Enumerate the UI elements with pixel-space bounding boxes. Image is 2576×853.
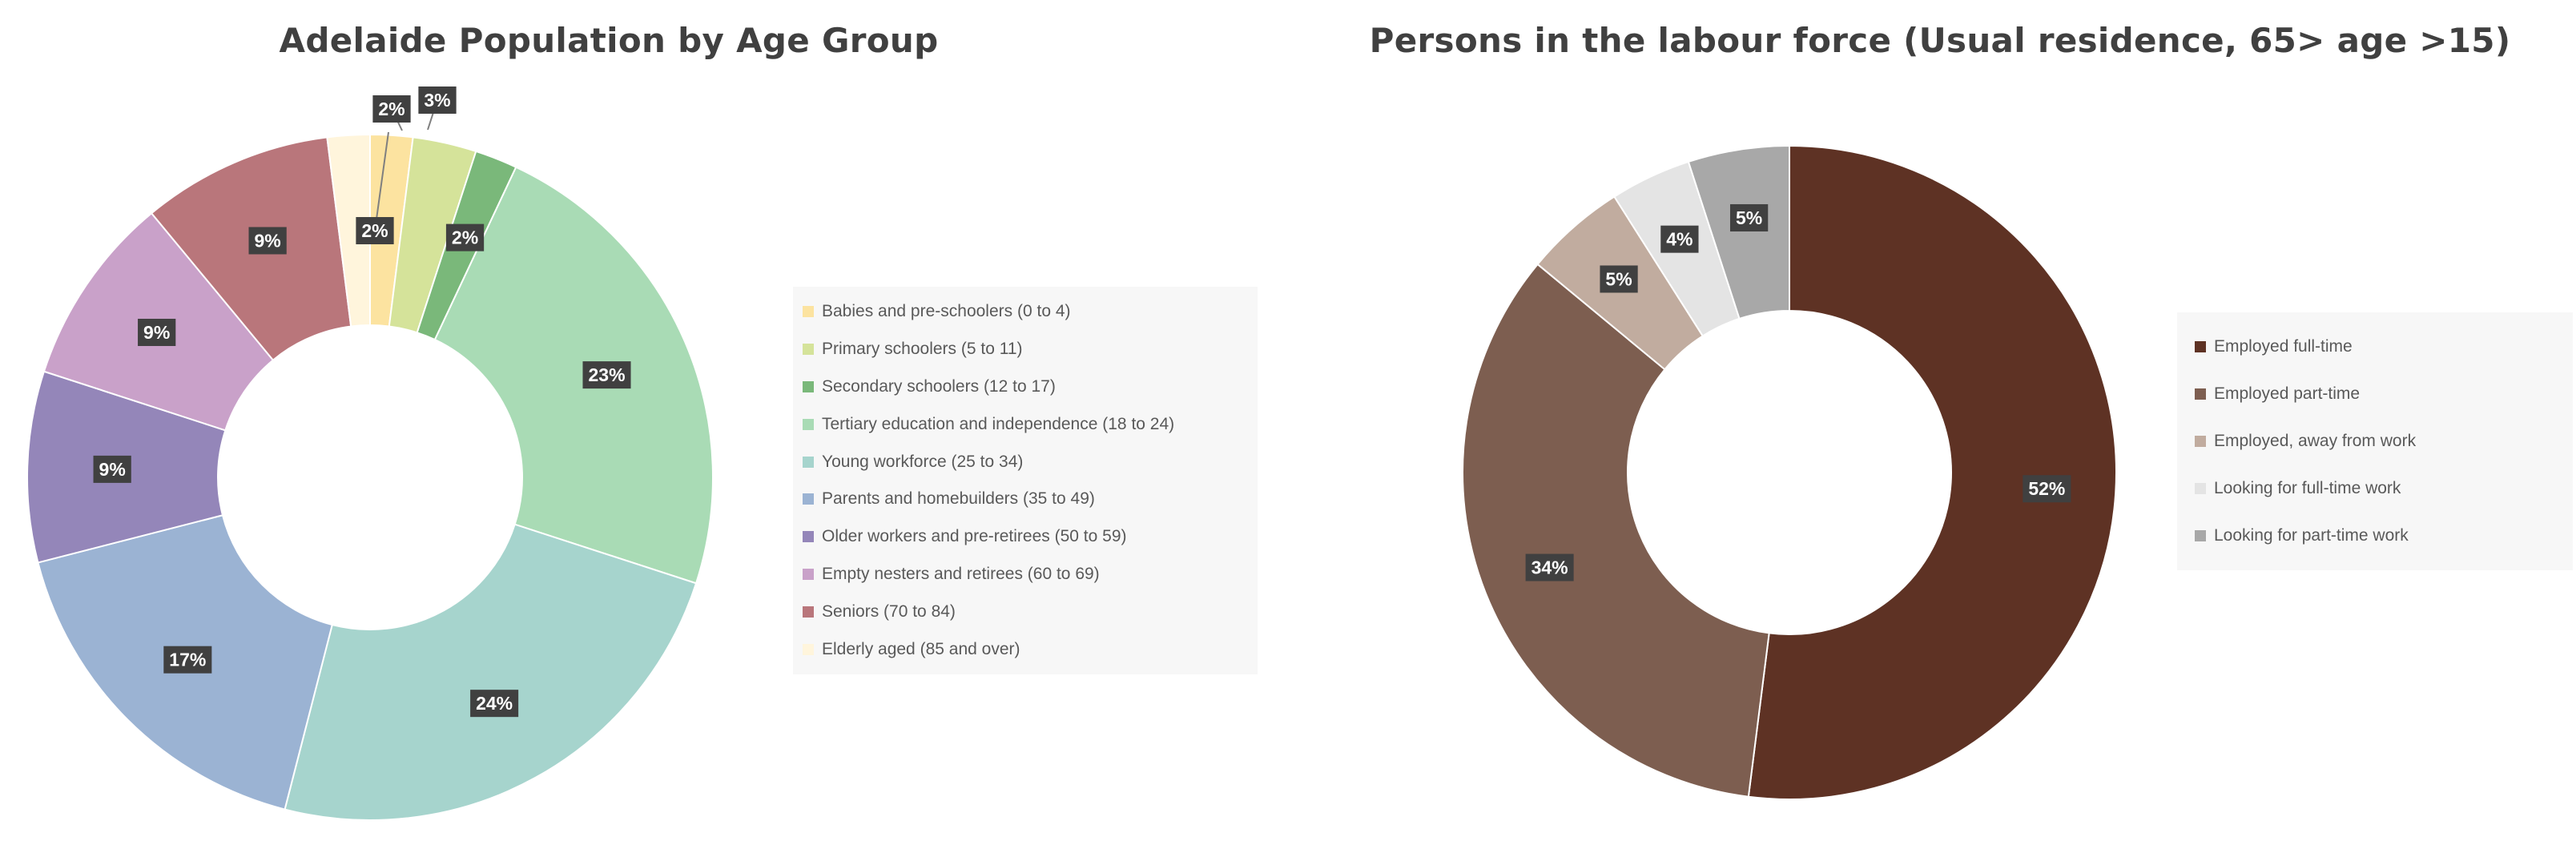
labour-legend-label: Employed, away from work xyxy=(2214,431,2417,450)
age-data-label-7: 9% xyxy=(138,319,176,347)
age-legend-label: Young workforce (25 to 34) xyxy=(822,452,1024,471)
svg-text:52%: 52% xyxy=(2028,478,2065,499)
age-data-label-6: 9% xyxy=(93,455,131,483)
svg-text:9%: 9% xyxy=(254,230,280,251)
age-legend-swatch xyxy=(803,380,814,392)
svg-text:3%: 3% xyxy=(424,90,450,111)
age-legend-label: Parents and homebuilders (35 to 49) xyxy=(822,489,1095,509)
labour-data-label-1: 34% xyxy=(1525,553,1574,581)
age-legend-swatch xyxy=(803,456,814,468)
age-slice-3 xyxy=(433,166,714,585)
age-data-label-8: 9% xyxy=(248,227,287,255)
age-legend-label: Older workers and pre-retirees (50 to 59… xyxy=(822,527,1127,546)
age-data-label-2: 2% xyxy=(445,223,485,251)
labour-legend-item: Employed full-time xyxy=(2195,337,2555,356)
age-legend-swatch xyxy=(803,606,814,618)
age-legend-label: Secondary schoolers (12 to 17) xyxy=(822,376,1056,396)
labour-data-label-2: 5% xyxy=(1600,265,1638,293)
labour-legend-item: Employed, away from work xyxy=(2195,432,2555,451)
age-legend-swatch xyxy=(803,306,814,318)
labour-legend-label: Employed part-time xyxy=(2214,384,2361,404)
svg-text:2%: 2% xyxy=(378,99,405,119)
svg-text:9%: 9% xyxy=(143,322,170,343)
age-legend-item: Seniors (70 to 84) xyxy=(803,602,1248,622)
labour-legend-label: Employed full-time xyxy=(2214,337,2353,356)
age-legend-label: Seniors (70 to 84) xyxy=(822,602,956,621)
age-data-label-9: 2% xyxy=(372,95,411,123)
age-legend-label: Babies and pre-schoolers (0 to 4) xyxy=(822,302,1071,321)
labour-legend-swatch xyxy=(2195,482,2206,494)
labour-slice-4 xyxy=(1687,144,1790,320)
age-legend-swatch xyxy=(803,493,814,505)
age-legend-label: Primary schoolers (5 to 11) xyxy=(822,340,1023,359)
age-chart-legend: Babies and pre-schoolers (0 to 4) Primary… xyxy=(793,287,1258,674)
age-legend-item: Parents and homebuilders (35 to 49) xyxy=(803,489,1248,509)
labour-slice-1 xyxy=(1462,263,1770,798)
labour-legend-swatch xyxy=(2195,435,2206,447)
labour-legend-item: Looking for part-time work xyxy=(2195,526,2555,545)
svg-text:4%: 4% xyxy=(1666,229,1693,250)
svg-text:34%: 34% xyxy=(1532,557,1568,578)
age-legend-item: Primary schoolers (5 to 11) xyxy=(803,340,1248,359)
age-legend-item: Tertiary education and independence (18 … xyxy=(803,415,1248,434)
age-legend-item: Older workers and pre-retirees (50 to 59… xyxy=(803,527,1248,546)
labour-data-label-3: 4% xyxy=(1660,225,1699,253)
svg-text:2%: 2% xyxy=(452,227,478,248)
labour-slice-0 xyxy=(1747,144,2117,800)
age-legend-swatch xyxy=(803,531,814,543)
age-legend-item: Secondary schoolers (12 to 17) xyxy=(803,377,1248,396)
labour-data-label-4: 5% xyxy=(1730,203,1769,231)
age-legend-label: Tertiary education and independence (18 … xyxy=(822,414,1175,433)
age-slice-4 xyxy=(284,523,698,821)
svg-text:2%: 2% xyxy=(361,220,388,241)
age-legend-label: Elderly aged (85 and over) xyxy=(822,639,1020,658)
age-data-label-0: 2% xyxy=(356,217,394,244)
age-chart-title: Adelaide Population by Age Group xyxy=(279,21,939,60)
labour-legend-item: Looking for full-time work xyxy=(2195,479,2555,498)
age-data-label-5: 17% xyxy=(163,646,212,674)
labour-legend-swatch xyxy=(2195,529,2206,541)
age-data-label-3: 23% xyxy=(582,361,631,389)
age-legend-item: Babies and pre-schoolers (0 to 4) xyxy=(803,302,1248,321)
labour-legend-label: Looking for part-time work xyxy=(2214,525,2409,545)
age-legend-swatch xyxy=(803,418,814,430)
svg-text:9%: 9% xyxy=(99,459,126,480)
age-legend-item: Empty nesters and retirees (60 to 69) xyxy=(803,565,1248,584)
age-legend-item: Young workforce (25 to 34) xyxy=(803,453,1248,472)
age-data-label-1: 3% xyxy=(418,87,457,114)
age-data-label-4: 24% xyxy=(470,690,519,718)
svg-text:5%: 5% xyxy=(1605,268,1632,289)
labour-legend-swatch xyxy=(2195,388,2206,400)
age-legend-swatch xyxy=(803,344,814,356)
labour-chart-legend: Employed full-time Employed part-time Empl… xyxy=(2177,312,2573,570)
svg-text:23%: 23% xyxy=(588,364,625,385)
svg-text:24%: 24% xyxy=(476,693,513,714)
labour-chart-title: Persons in the labour force (Usual resid… xyxy=(1369,21,2511,60)
age-slice-9 xyxy=(326,133,371,328)
labour-legend-item: Employed part-time xyxy=(2195,384,2555,404)
age-legend-label: Empty nesters and retirees (60 to 69) xyxy=(822,564,1100,583)
age-leader-0 xyxy=(374,131,389,231)
labour-data-label-0: 52% xyxy=(2023,475,2071,503)
age-legend-swatch xyxy=(803,643,814,655)
svg-text:17%: 17% xyxy=(169,650,206,670)
labour-legend-swatch xyxy=(2195,341,2206,353)
age-legend-swatch xyxy=(803,568,814,580)
svg-text:5%: 5% xyxy=(1736,207,1762,228)
age-legend-item: Elderly aged (85 and over) xyxy=(803,640,1248,659)
labour-legend-label: Looking for full-time work xyxy=(2214,478,2401,497)
